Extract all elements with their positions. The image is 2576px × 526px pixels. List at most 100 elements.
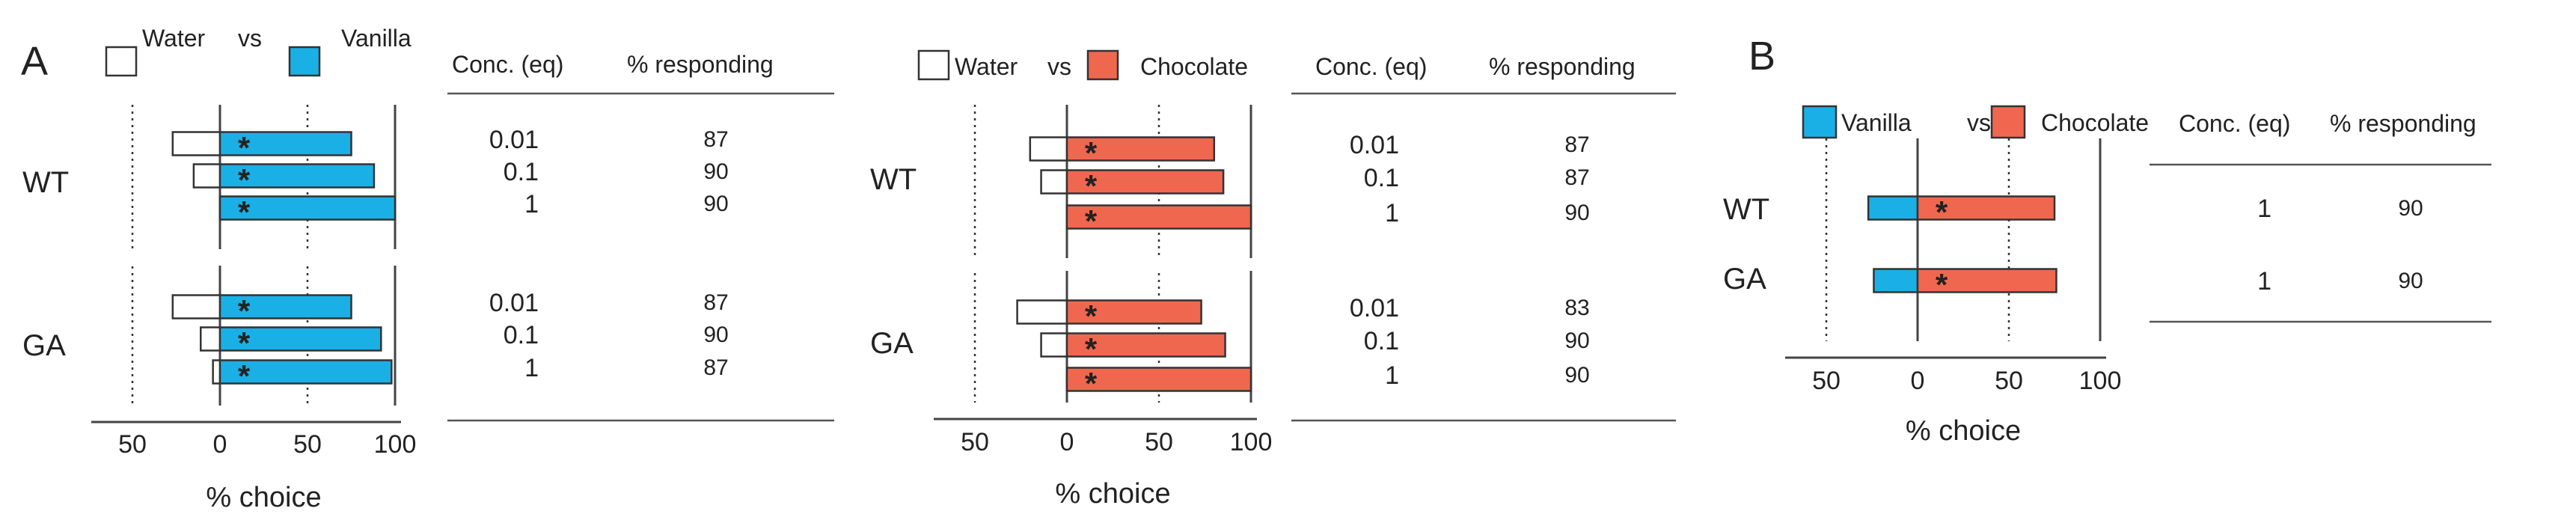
table-cell-responding: 87 bbox=[1564, 165, 1589, 190]
x-tick-label: 50 bbox=[118, 430, 147, 459]
bar-left-water bbox=[192, 163, 221, 189]
significance-star: * bbox=[1085, 366, 1098, 401]
legend-label-chocolate: Chocolate bbox=[2041, 109, 2149, 136]
bar-right-chocolate bbox=[1065, 299, 1202, 325]
table-cell-conc: 0.1 bbox=[1364, 164, 1399, 192]
legend-swatch-chocolate bbox=[1086, 49, 1119, 81]
axis-break bbox=[215, 249, 224, 266]
bar-right-chocolate bbox=[1065, 136, 1216, 162]
table-cell-responding: 87 bbox=[1564, 132, 1589, 157]
significance-star: * bbox=[1085, 299, 1098, 334]
x-tick-label: 0 bbox=[213, 430, 227, 459]
significance-star: * bbox=[1085, 168, 1098, 204]
table-cell-conc: 0.1 bbox=[504, 321, 539, 349]
legend-vs: vs bbox=[1047, 53, 1071, 80]
axis-break bbox=[128, 249, 137, 266]
x-tick-label: 100 bbox=[1230, 428, 1273, 456]
x-tick-label: 0 bbox=[1911, 367, 1925, 395]
legend-label-water: Water bbox=[955, 53, 1018, 80]
x-tick-label: 50 bbox=[1812, 367, 1841, 395]
bar-left-water bbox=[171, 131, 221, 156]
bar-right-chocolate bbox=[1916, 268, 2058, 293]
table-cell-conc: 1 bbox=[524, 190, 539, 218]
table-cell-responding: 90 bbox=[703, 159, 728, 184]
bar-right-chocolate bbox=[1065, 332, 1226, 358]
legend-label-vanilla: Vanilla bbox=[1841, 109, 1912, 136]
table-cell-conc: 1 bbox=[524, 354, 539, 382]
bar-left-water bbox=[1040, 169, 1068, 195]
bar-left-water bbox=[171, 294, 221, 319]
table-cell-responding: 90 bbox=[703, 322, 728, 347]
legend-label-water: Water bbox=[142, 25, 206, 52]
axis-break bbox=[391, 249, 400, 266]
table-cell-conc: 0.1 bbox=[504, 158, 539, 186]
group-label-wt: WT bbox=[1723, 193, 1769, 226]
significance-star: * bbox=[238, 325, 251, 361]
axis-break bbox=[970, 258, 979, 271]
table-cell-responding: 87 bbox=[703, 290, 728, 315]
table-cell-conc: 0.1 bbox=[1364, 327, 1399, 355]
legend-vs: vs bbox=[238, 25, 262, 52]
legend-swatch-chocolate bbox=[1990, 105, 2026, 139]
bar-right-vanilla bbox=[218, 326, 382, 352]
significance-star: * bbox=[238, 130, 251, 165]
legend-swatch-vanilla bbox=[288, 46, 321, 77]
x-axis-label: % choice bbox=[206, 482, 321, 513]
table-header-conc: Conc. (eq) bbox=[1315, 53, 1427, 80]
x-tick-label: 50 bbox=[293, 430, 322, 459]
bar-left-water bbox=[212, 359, 221, 385]
legend-label-vanilla: Vanilla bbox=[341, 25, 412, 52]
bar-left-vanilla bbox=[1873, 268, 1919, 293]
bar-right-chocolate bbox=[1916, 195, 2056, 221]
significance-star: * bbox=[1085, 331, 1098, 367]
table-cell-conc: 1 bbox=[2257, 267, 2271, 296]
bar-right-chocolate bbox=[1065, 169, 1225, 195]
panel-label-b: B bbox=[1749, 34, 1775, 79]
bar-right-vanilla bbox=[218, 163, 376, 189]
legend-swatch-vanilla bbox=[1802, 105, 1838, 139]
x-axis-label: % choice bbox=[1906, 415, 2021, 447]
group-label-ga: GA bbox=[22, 329, 66, 362]
table-header-conc: Conc. (eq) bbox=[2179, 110, 2290, 137]
bar-left-water bbox=[1029, 136, 1068, 162]
table-cell-conc: 1 bbox=[1385, 361, 1399, 390]
table-header-responding: % responding bbox=[2330, 110, 2476, 137]
legend-vs: vs bbox=[1967, 109, 1991, 136]
significance-star: * bbox=[238, 195, 251, 230]
x-axis-label: % choice bbox=[1055, 478, 1170, 510]
significance-star: * bbox=[238, 358, 251, 394]
table-cell-responding: 87 bbox=[703, 355, 728, 380]
x-tick-label: 50 bbox=[1995, 367, 2023, 395]
bar-left-water bbox=[1016, 299, 1068, 325]
bar-right-vanilla bbox=[218, 195, 397, 221]
axis-break bbox=[1154, 258, 1163, 271]
legend-swatch-water bbox=[105, 46, 138, 77]
table-cell-responding: 90 bbox=[2398, 269, 2423, 293]
table-cell-responding: 90 bbox=[1564, 201, 1589, 225]
axis-break bbox=[303, 249, 312, 266]
significance-star: * bbox=[1936, 267, 1948, 302]
x-tick-label: 100 bbox=[374, 430, 417, 459]
bar-right-vanilla bbox=[218, 131, 352, 156]
significance-star: * bbox=[238, 293, 251, 328]
x-tick-label: 100 bbox=[2079, 367, 2122, 395]
bar-right-vanilla bbox=[218, 359, 393, 385]
table-cell-responding: 90 bbox=[1564, 363, 1589, 388]
table-cell-conc: 0.01 bbox=[489, 289, 539, 317]
table-header-responding: % responding bbox=[627, 51, 774, 78]
table-cell-responding: 87 bbox=[703, 127, 728, 152]
table-cell-conc: 0.01 bbox=[489, 126, 539, 154]
legend-swatch-water bbox=[917, 49, 950, 81]
table-cell-responding: 90 bbox=[1564, 328, 1589, 353]
bar-left-water bbox=[1040, 332, 1068, 358]
significance-star: * bbox=[1085, 204, 1098, 239]
group-label-wt: WT bbox=[870, 163, 917, 196]
panel-label-a: A bbox=[21, 39, 48, 84]
group-label-ga: GA bbox=[1723, 263, 1766, 296]
bar-left-water bbox=[200, 326, 221, 352]
axis-break bbox=[1062, 258, 1071, 271]
bar-right-chocolate bbox=[1065, 204, 1252, 230]
x-tick-label: 0 bbox=[1060, 428, 1074, 456]
significance-star: * bbox=[1936, 195, 1948, 230]
